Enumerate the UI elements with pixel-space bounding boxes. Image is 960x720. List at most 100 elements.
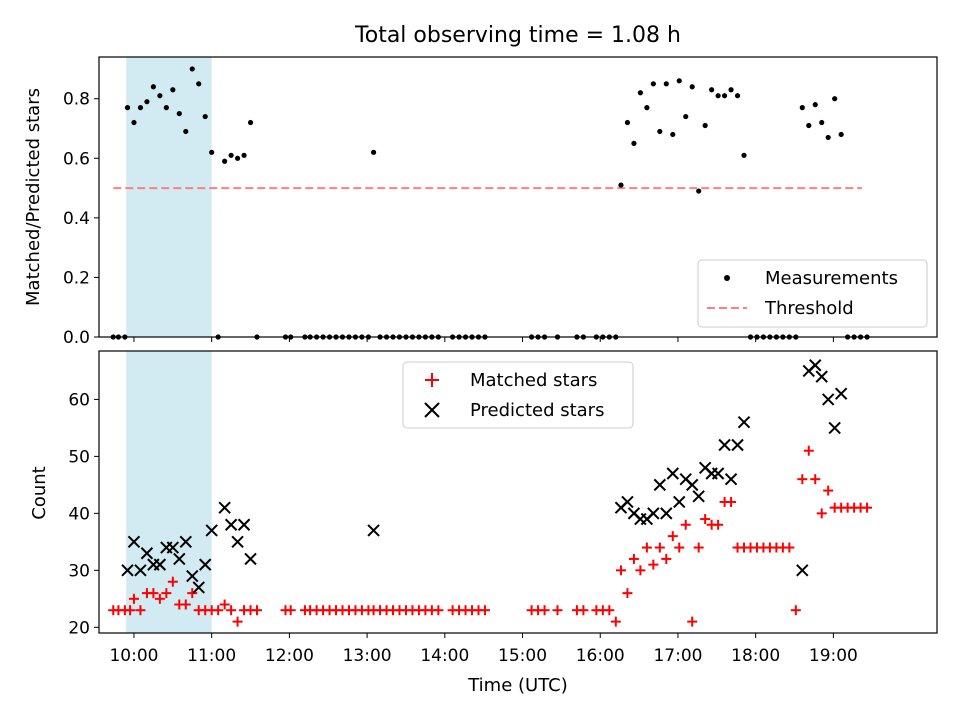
predicted-star-point bbox=[173, 552, 186, 566]
predicted-star-point bbox=[367, 524, 380, 537]
matched-star-point bbox=[578, 605, 589, 616]
top-y-axis-label: Matched/Predicted stars bbox=[23, 88, 44, 306]
predicted-star-point bbox=[179, 535, 192, 549]
predicted-star-point bbox=[244, 552, 257, 566]
matched-star-point bbox=[687, 616, 698, 627]
measurement-point bbox=[222, 158, 228, 164]
matched-star-point bbox=[232, 616, 243, 627]
matched-star-point bbox=[661, 553, 672, 564]
matched-star-point bbox=[862, 502, 873, 513]
matched-star-point bbox=[148, 588, 159, 599]
matched-star-point bbox=[648, 559, 659, 570]
measurement-point bbox=[657, 128, 663, 135]
chart-title: Total observing time = 1.08 h bbox=[354, 23, 681, 48]
measurement-point bbox=[144, 99, 150, 105]
measurement-point bbox=[124, 105, 131, 111]
matched-star-point bbox=[680, 519, 691, 530]
matched-star-point bbox=[797, 474, 808, 485]
measurement-point bbox=[689, 84, 695, 90]
measurement-point bbox=[247, 119, 254, 126]
measurement-point bbox=[189, 66, 195, 72]
bottom-panel: 20 30 40 50 60 10:00 11:00 12:00 13:00 14:00 15:0… bbox=[29, 350, 938, 696]
matched-star-point bbox=[654, 542, 665, 553]
x-tick-label: 11:00 bbox=[187, 646, 236, 666]
measurement-point bbox=[806, 122, 812, 129]
predicted-star-point bbox=[821, 393, 835, 406]
top-legend: Measurements Threshold bbox=[697, 259, 928, 328]
measurement-point bbox=[228, 152, 234, 158]
predicted-star-point bbox=[815, 370, 828, 383]
bottom-x-ticks: 10:00 11:00 12:00 13:00 14:00 15:00 16:00 17:00… bbox=[109, 633, 858, 666]
predicted-star-point bbox=[711, 467, 725, 480]
x-tick-label: 12:00 bbox=[265, 646, 314, 666]
measurement-point bbox=[670, 131, 676, 138]
predicted-star-point bbox=[237, 518, 251, 531]
measurement-point bbox=[676, 78, 682, 84]
measurement-point bbox=[715, 93, 721, 99]
predicted-star-point bbox=[828, 421, 841, 435]
legend-measurements-label: Measurements bbox=[765, 268, 898, 289]
matched-star-point bbox=[816, 508, 827, 519]
measurement-point bbox=[183, 128, 189, 135]
measurement-point bbox=[728, 87, 734, 93]
matched-star-point bbox=[810, 474, 821, 485]
measurement-point bbox=[721, 93, 728, 99]
matched-star-point bbox=[135, 605, 146, 616]
matched-stars-points bbox=[108, 445, 873, 627]
matched-star-point bbox=[628, 553, 639, 564]
predicted-star-point bbox=[673, 495, 686, 509]
measurement-point bbox=[637, 90, 643, 96]
x-tick-label: 16:00 bbox=[576, 646, 625, 666]
measurement-point bbox=[170, 87, 176, 93]
matched-star-point bbox=[604, 605, 615, 616]
legend-predicted-marker bbox=[424, 402, 440, 418]
matched-star-point bbox=[700, 514, 711, 525]
predicted-star-point bbox=[666, 467, 679, 480]
matched-star-point bbox=[180, 599, 191, 610]
predicted-star-point bbox=[186, 569, 199, 583]
predicted-star-point bbox=[724, 472, 738, 486]
measurement-point bbox=[799, 105, 805, 111]
predicted-star-point bbox=[121, 564, 134, 577]
legend-matched-marker bbox=[425, 373, 439, 387]
bottom-axes-frame bbox=[98, 350, 938, 634]
legend-measurements-marker bbox=[724, 275, 730, 281]
measurement-point bbox=[150, 84, 156, 90]
matched-star-point bbox=[713, 519, 724, 530]
predicted-star-point bbox=[153, 558, 167, 571]
predicted-star-point bbox=[127, 535, 141, 549]
top-axes-frame bbox=[98, 56, 938, 338]
x-axis-label: Time (UTC) bbox=[467, 675, 568, 696]
matched-star-point bbox=[552, 605, 563, 616]
predicted-star-point bbox=[653, 478, 667, 492]
measurement-point bbox=[838, 131, 844, 138]
measurement-point bbox=[234, 155, 241, 161]
top-shaded-interval bbox=[126, 57, 212, 337]
matched-star-point bbox=[726, 496, 737, 507]
matched-star-point bbox=[219, 599, 230, 610]
matched-star-point bbox=[539, 605, 550, 616]
matched-star-point bbox=[790, 605, 801, 616]
matched-star-point bbox=[285, 605, 296, 616]
matched-star-point bbox=[674, 542, 685, 553]
measurement-point bbox=[663, 81, 669, 87]
legend-threshold-label: Threshold bbox=[764, 298, 854, 319]
matched-star-point bbox=[213, 605, 224, 616]
matched-star-point bbox=[641, 542, 652, 553]
predicted-star-point bbox=[796, 564, 809, 577]
measurement-point bbox=[650, 81, 656, 87]
matched-star-point bbox=[226, 605, 237, 616]
predicted-star-point bbox=[692, 490, 705, 503]
measurement-point bbox=[624, 119, 631, 126]
measurement-point bbox=[137, 105, 144, 111]
matched-star-point bbox=[784, 542, 795, 553]
matched-star-point bbox=[154, 593, 165, 604]
matched-star-point bbox=[693, 542, 704, 553]
predicted-star-point bbox=[647, 507, 660, 520]
predicted-star-point bbox=[166, 541, 180, 554]
predicted-star-point bbox=[621, 495, 634, 509]
matched-star-point bbox=[167, 576, 178, 587]
predicted-star-point bbox=[731, 438, 744, 452]
legend-predicted-label: Predicted stars bbox=[470, 400, 604, 421]
